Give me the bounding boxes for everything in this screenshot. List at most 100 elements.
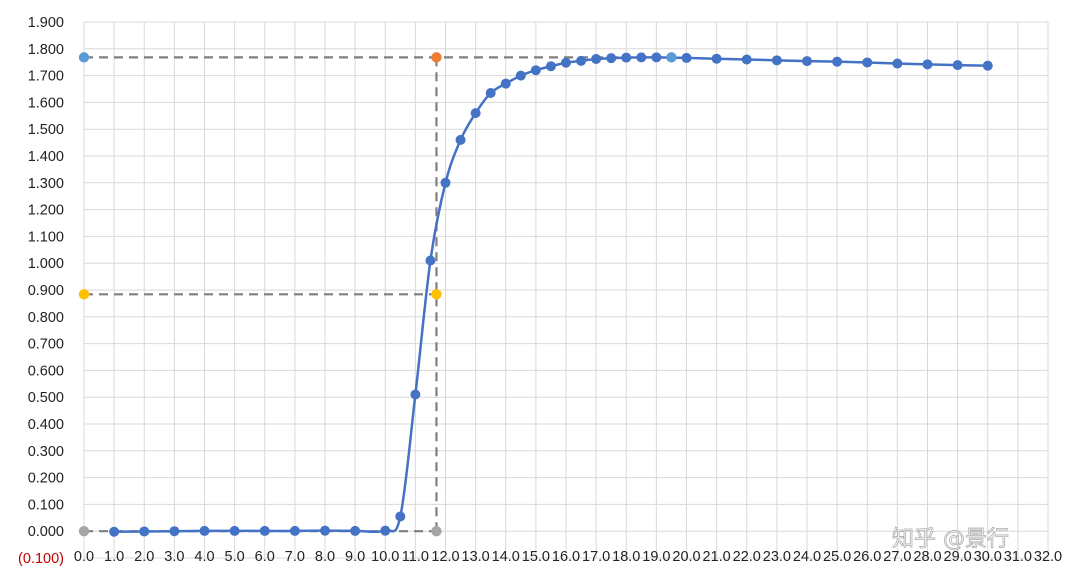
series-point [862,57,873,68]
series-point [892,58,903,69]
series-point [591,53,602,64]
series-point [515,70,526,81]
series-point [802,56,812,67]
x-tick-label: 23.0 [763,549,791,565]
series-point [380,525,391,536]
series-point [259,525,270,536]
series-point [485,88,496,99]
series-point [350,525,361,536]
series-point [470,108,481,119]
y-tick-label: 1.200 [28,203,64,219]
x-tick-label: 29.0 [944,549,972,565]
x-tick-label: 16.0 [552,549,580,565]
y-tick-label: 0.500 [28,390,64,406]
series-point [395,511,406,522]
x-tick-label: 25.0 [823,549,851,565]
series-point [606,53,617,64]
x-tick-label: 18.0 [612,549,640,565]
x-tick-label: 28.0 [913,549,941,565]
series-point [651,52,662,63]
x-tick-label: 2.0 [134,549,154,565]
reference-point [78,52,90,63]
reference-point [431,526,442,537]
reference-point [666,52,677,63]
y-tick-label: 1.400 [28,149,64,165]
series-point [636,52,647,63]
series-point [711,53,722,64]
series-point [169,526,180,537]
x-tick-label: 0.0 [74,549,94,565]
y-tick-label: 1.900 [28,15,64,31]
y-tick-label: 0.000 [28,524,64,540]
series-point [952,60,963,71]
x-tick-label: 8.0 [315,549,335,565]
y-tick-label: 1.100 [28,229,64,245]
x-tick-label: 22.0 [733,549,761,565]
series-point [139,526,150,537]
gridlines [83,21,1049,559]
series-point [621,52,632,63]
series-point [771,55,782,66]
reference-point [78,289,90,300]
y-tick-label: 1.500 [28,122,64,138]
series-point [545,61,556,72]
series-point [832,56,843,67]
x-tick-label: 9.0 [345,549,365,565]
y-tick-label: 0.800 [28,310,64,326]
x-tick-label: 20.0 [672,549,700,565]
series-point [410,389,421,400]
series-point [425,255,436,266]
x-tick-label: 1.0 [104,549,124,565]
x-tick-label: 5.0 [225,549,245,565]
series-point [229,525,240,536]
y-tick-label: 1.300 [28,176,64,192]
x-tick-label: 31.0 [1004,549,1032,565]
x-tick-label: 13.0 [462,549,490,565]
y-axis-tick-labels: (0.100) 0.000 0.100 0.200 0.300 0.400 0.500 0.6… [18,15,64,567]
x-tick-label: 30.0 [974,549,1002,565]
x-tick-label: 26.0 [853,549,881,565]
y-tick-label: 0.900 [28,283,64,299]
reference-points [78,52,677,537]
series-point [455,134,466,145]
series-point [576,55,587,66]
reference-point [78,526,90,537]
x-tick-label: 15.0 [522,549,550,565]
series-point [109,526,120,537]
reference-lines [84,56,672,533]
x-tick-label: 10.0 [371,549,399,565]
series-point [440,177,451,188]
x-tick-label: 12.0 [431,549,459,565]
series-line [114,56,988,534]
x-tick-label: 6.0 [255,549,275,565]
y-tick-label: 0.200 [28,471,64,487]
x-tick-label: 11.0 [402,549,429,565]
series-point [982,60,993,71]
series-point [741,54,752,65]
data-series [109,52,993,537]
series-point [681,52,692,63]
y-tick-label: 1.000 [28,256,64,272]
x-tick-label: 24.0 [793,549,821,565]
y-tick-label: 1.600 [28,95,64,111]
y-tick-label: 1.800 [28,42,64,58]
y-tick-label: 0.600 [28,363,64,379]
series-point [320,525,330,536]
series-point [289,525,300,536]
x-tick-label: 7.0 [285,549,305,565]
series-point [500,78,511,89]
x-tick-label: 3.0 [164,549,184,565]
reference-point [431,52,442,63]
y-tick-label: 0.400 [28,417,64,433]
x-tick-label: 19.0 [642,549,670,565]
x-tick-label: 27.0 [883,549,911,565]
y-tick-label: 0.700 [28,337,64,353]
series-point [561,57,571,68]
reference-point [431,289,442,300]
x-tick-label: 4.0 [194,549,214,565]
x-axis-tick-labels: 0.0 1.0 2.0 3.0 4.0 5.0 6.0 7.0 8.0 9.0 10.0 11.0 12… [74,549,1062,565]
series-point [199,525,210,536]
series-point [530,65,541,76]
watermark: 知乎 @景行 [892,527,1009,552]
